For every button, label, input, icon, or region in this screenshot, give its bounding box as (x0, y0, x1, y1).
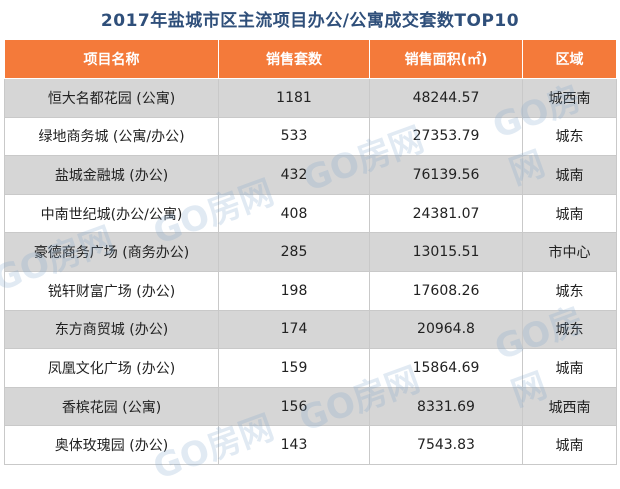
region-cell: 城东 (522, 309, 617, 350)
region-cell: 城东 (522, 116, 617, 157)
project-name-cell: 奥体玫瑰园 (办公) (4, 425, 219, 465)
area-sold-cell: 76139.56 (369, 155, 523, 195)
project-name-cell: 东方商贸城 (办公) (4, 309, 219, 350)
units-sold-cell: 143 (218, 425, 370, 465)
area-sold-cell: 17608.26 (369, 270, 523, 311)
area-sold-cell: 15864.69 (369, 348, 523, 388)
region-cell: 城东 (522, 270, 617, 311)
units-sold-cell: 198 (218, 270, 370, 311)
region-cell: 城西南 (522, 78, 617, 118)
region-cell: 城南 (522, 155, 617, 195)
page-title: 2017年盐城市区主流项目办公/公寓成交套数TOP10 (100, 11, 520, 31)
project-name-cell: 香槟花园 (公寓) (4, 386, 219, 427)
area-sold-cell: 13015.51 (369, 232, 523, 272)
region-cell: 市中心 (522, 232, 617, 272)
project-name-cell: 中南世纪城(办公/公寓) (4, 193, 219, 234)
project-name-cell: 恒大名都花园 (公寓) (4, 78, 219, 118)
region-cell: 城南 (522, 425, 617, 465)
column-header-units-sold: 销售套数 (218, 39, 370, 79)
column-header-region: 区域 (522, 39, 617, 79)
table-row: 盐城金融城 (办公) 432 76139.56 城南 (4, 155, 617, 195)
region-cell: 城南 (522, 193, 617, 234)
region-cell: 城西南 (522, 386, 617, 427)
table-row: 锐轩财富广场 (办公) 198 17608.26 城东 (4, 270, 617, 311)
column-header-project-name: 项目名称 (4, 39, 219, 79)
units-sold-cell: 156 (218, 386, 370, 427)
table-row: 恒大名都花园 (公寓) 1181 48244.57 城西南 (4, 78, 617, 118)
project-name-cell: 盐城金融城 (办公) (4, 155, 219, 195)
table-row: 绿地商务城 (公寓/办公) 533 27353.79 城东 (4, 116, 617, 157)
units-sold-cell: 432 (218, 155, 370, 195)
area-sold-cell: 7543.83 (369, 425, 523, 465)
table-row: 凤凰文化广场 (办公) 159 15864.69 城南 (4, 348, 617, 388)
project-name-cell: 凤凰文化广场 (办公) (4, 348, 219, 388)
area-sold-cell: 24381.07 (369, 193, 523, 234)
table-row: 豪德商务广场 (商务办公) 285 13015.51 市中心 (4, 232, 617, 272)
area-sold-cell: 48244.57 (369, 78, 523, 118)
units-sold-cell: 285 (218, 232, 370, 272)
project-name-cell: 锐轩财富广场 (办公) (4, 270, 219, 311)
units-sold-cell: 533 (218, 116, 370, 157)
units-sold-cell: 408 (218, 193, 370, 234)
region-cell: 城南 (522, 348, 617, 388)
area-sold-cell: 20964.8 (369, 309, 523, 350)
area-sold-cell: 8331.69 (369, 386, 523, 427)
table-row: 奥体玫瑰园 (办公) 143 7543.83 城南 (4, 425, 617, 465)
table-row: 中南世纪城(办公/公寓) 408 24381.07 城南 (4, 193, 617, 234)
table-row: 东方商贸城 (办公) 174 20964.8 城东 (4, 309, 617, 350)
project-name-cell: 绿地商务城 (公寓/办公) (4, 116, 219, 157)
units-sold-cell: 174 (218, 309, 370, 350)
units-sold-cell: 159 (218, 348, 370, 388)
ranking-table: 项目名称 销售套数 销售面积(㎡) 区域 恒大名都花园 (公寓) 1181 4824… (4, 39, 617, 465)
table-header-row: 项目名称 销售套数 销售面积(㎡) 区域 (4, 39, 617, 79)
table-row: 香槟花园 (公寓) 156 8331.69 城西南 (4, 386, 617, 427)
units-sold-cell: 1181 (218, 78, 370, 118)
column-header-area-sold: 销售面积(㎡) (369, 39, 523, 79)
area-sold-cell: 27353.79 (369, 116, 523, 157)
project-name-cell: 豪德商务广场 (商务办公) (4, 232, 219, 272)
